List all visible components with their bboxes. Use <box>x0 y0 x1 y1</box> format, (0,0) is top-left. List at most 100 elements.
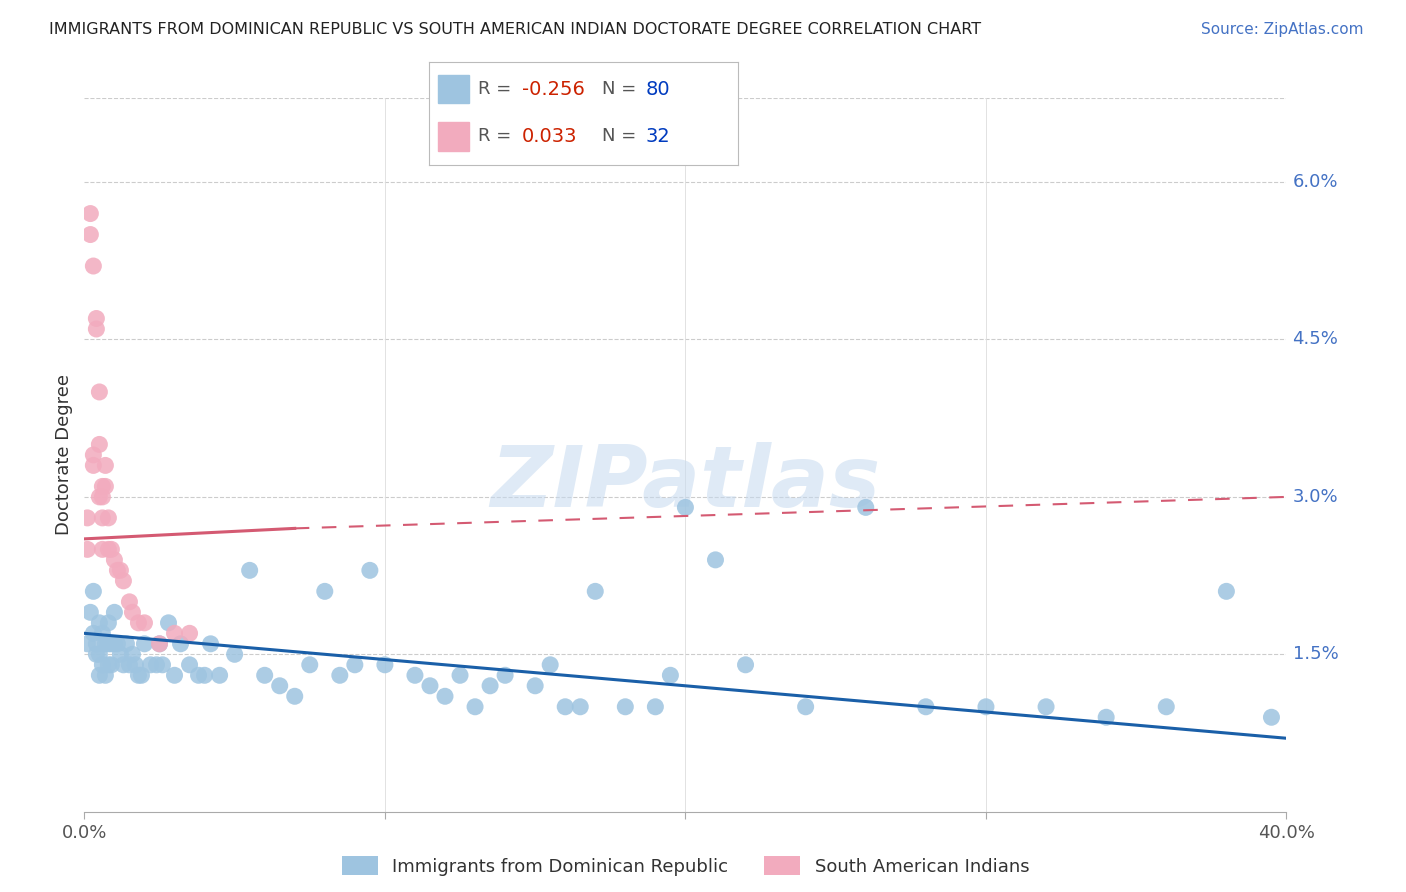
Point <box>374 657 396 672</box>
Text: IMMIGRANTS FROM DOMINICAN REPUBLIC VS SOUTH AMERICAN INDIAN DOCTORATE DEGREE COR: IMMIGRANTS FROM DOMINICAN REPUBLIC VS SO… <box>49 22 981 37</box>
Text: R =: R = <box>478 128 512 145</box>
Point <box>86 637 108 651</box>
Point <box>89 384 111 399</box>
Point <box>855 500 877 515</box>
Point <box>343 657 366 672</box>
Point <box>100 637 122 651</box>
Text: N =: N = <box>602 128 637 145</box>
Point <box>89 490 111 504</box>
Point <box>103 605 125 619</box>
Point <box>103 637 125 651</box>
Point <box>284 690 307 704</box>
Point <box>131 668 153 682</box>
Point <box>86 322 108 336</box>
Point <box>91 657 114 672</box>
Point <box>97 511 120 525</box>
Point <box>127 615 149 630</box>
Legend: Immigrants from Dominican Republic, South American Indians: Immigrants from Dominican Republic, Sout… <box>332 847 1039 885</box>
Text: 80: 80 <box>645 79 671 99</box>
Point <box>91 626 114 640</box>
Point <box>97 657 120 672</box>
Point <box>91 479 114 493</box>
Point <box>82 584 104 599</box>
Point <box>76 511 98 525</box>
Point <box>224 648 246 662</box>
Point <box>179 626 201 640</box>
Text: R =: R = <box>478 80 512 98</box>
Point <box>82 259 104 273</box>
Point <box>134 615 156 630</box>
Point <box>734 657 756 672</box>
Point <box>169 637 191 651</box>
Point <box>1260 710 1282 724</box>
Text: 0.033: 0.033 <box>522 127 576 145</box>
Point <box>644 699 666 714</box>
Point <box>91 511 114 525</box>
Point <box>419 679 441 693</box>
Point <box>79 605 101 619</box>
Point <box>124 657 146 672</box>
Point <box>704 553 727 567</box>
Point <box>494 668 516 682</box>
Point <box>554 699 576 714</box>
Point <box>163 668 186 682</box>
Point <box>359 563 381 577</box>
Point <box>614 699 637 714</box>
Text: ZIPatlas: ZIPatlas <box>491 442 880 525</box>
Point <box>79 206 101 220</box>
Text: 6.0%: 6.0% <box>1292 173 1339 191</box>
Point <box>121 605 143 619</box>
Point <box>89 615 111 630</box>
Text: N =: N = <box>602 80 637 98</box>
Point <box>253 668 276 682</box>
Point <box>134 637 156 651</box>
Point <box>314 584 336 599</box>
Point <box>112 657 135 672</box>
Point <box>121 648 143 662</box>
Point <box>464 699 486 714</box>
Point <box>76 637 98 651</box>
Point <box>79 227 101 242</box>
Point <box>148 637 170 651</box>
Point <box>94 637 117 651</box>
Point <box>97 542 120 557</box>
Point <box>94 479 117 493</box>
Point <box>94 668 117 682</box>
Point <box>97 637 120 651</box>
Point <box>115 637 138 651</box>
Point <box>89 648 111 662</box>
Point <box>91 490 114 504</box>
Point <box>179 657 201 672</box>
Point <box>404 668 426 682</box>
Point <box>127 668 149 682</box>
Text: Source: ZipAtlas.com: Source: ZipAtlas.com <box>1201 22 1364 37</box>
Point <box>200 637 222 651</box>
Point <box>103 553 125 567</box>
Point <box>100 657 122 672</box>
Point <box>1035 699 1057 714</box>
Point <box>538 657 561 672</box>
Point <box>1156 699 1178 714</box>
Point <box>659 668 682 682</box>
Point <box>118 595 141 609</box>
Point <box>82 448 104 462</box>
Point <box>329 668 352 682</box>
Text: 4.5%: 4.5% <box>1292 330 1339 349</box>
Point <box>89 668 111 682</box>
Bar <box>439 122 470 151</box>
Point <box>269 679 291 693</box>
Point <box>194 668 217 682</box>
Point <box>82 626 104 640</box>
Point <box>974 699 997 714</box>
Point <box>163 626 186 640</box>
Point <box>187 668 209 682</box>
Point <box>675 500 697 515</box>
Point <box>434 690 457 704</box>
Point <box>112 574 135 588</box>
Point <box>89 437 111 451</box>
Point <box>148 637 170 651</box>
Point <box>569 699 592 714</box>
Y-axis label: Doctorate Degree: Doctorate Degree <box>55 375 73 535</box>
Text: 32: 32 <box>645 127 671 145</box>
Bar <box>439 75 470 103</box>
